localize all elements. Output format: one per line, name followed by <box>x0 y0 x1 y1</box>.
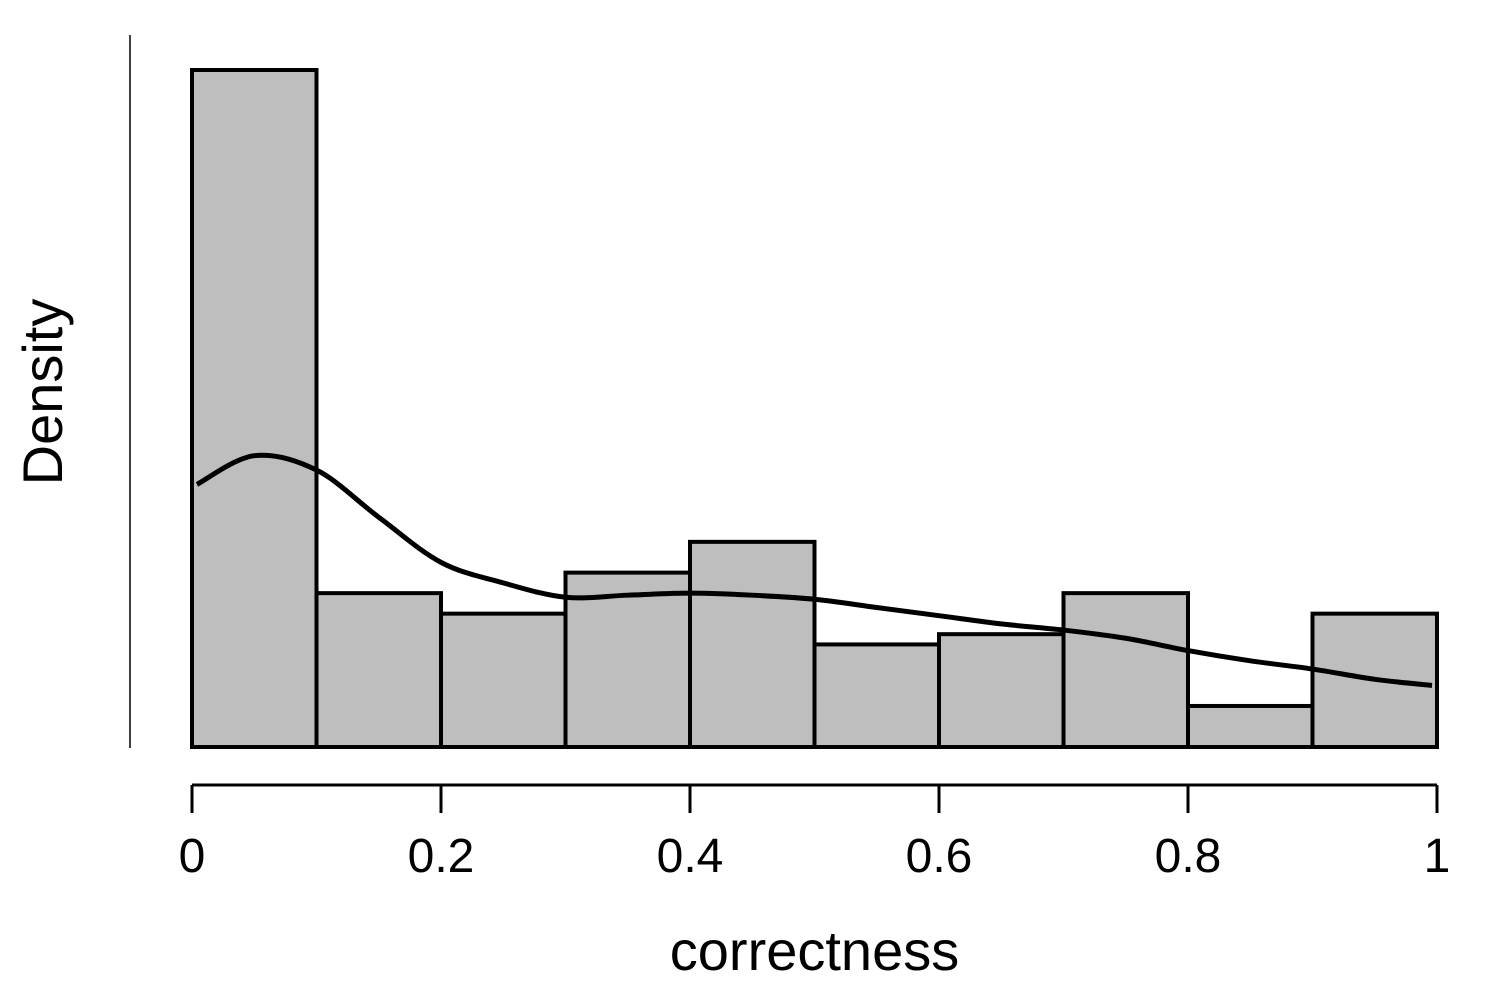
bars-layer <box>190 68 1439 750</box>
x-tick-label: 0.2 <box>408 830 475 883</box>
y-axis-title: Density <box>11 299 74 486</box>
histogram-bar-6 <box>812 642 941 750</box>
x-tick-label: 0.4 <box>657 830 724 883</box>
histogram-bar-5 <box>688 539 817 750</box>
x-tick-label: 0 <box>179 830 206 883</box>
x-axis-title: correctness <box>670 919 959 982</box>
histogram-bar-8 <box>1061 591 1190 749</box>
x-axis: 0 0.2 0.4 0.6 0.8 1 <box>179 783 1451 883</box>
histogram-bar-2 <box>314 591 443 749</box>
histogram-bar-4 <box>563 570 692 749</box>
x-ticks: 0 0.2 0.4 0.6 0.8 1 <box>179 785 1451 883</box>
x-tick-label: 0.6 <box>906 830 973 883</box>
x-tick-label: 0.8 <box>1155 830 1222 883</box>
histogram-bar-3 <box>439 611 568 749</box>
histogram-bar-7 <box>937 632 1066 750</box>
x-tick-label: 1 <box>1424 830 1451 883</box>
histogram-bar-9 <box>1186 703 1315 750</box>
density-curve <box>195 452 1433 688</box>
histogram-bar-1 <box>190 68 319 749</box>
